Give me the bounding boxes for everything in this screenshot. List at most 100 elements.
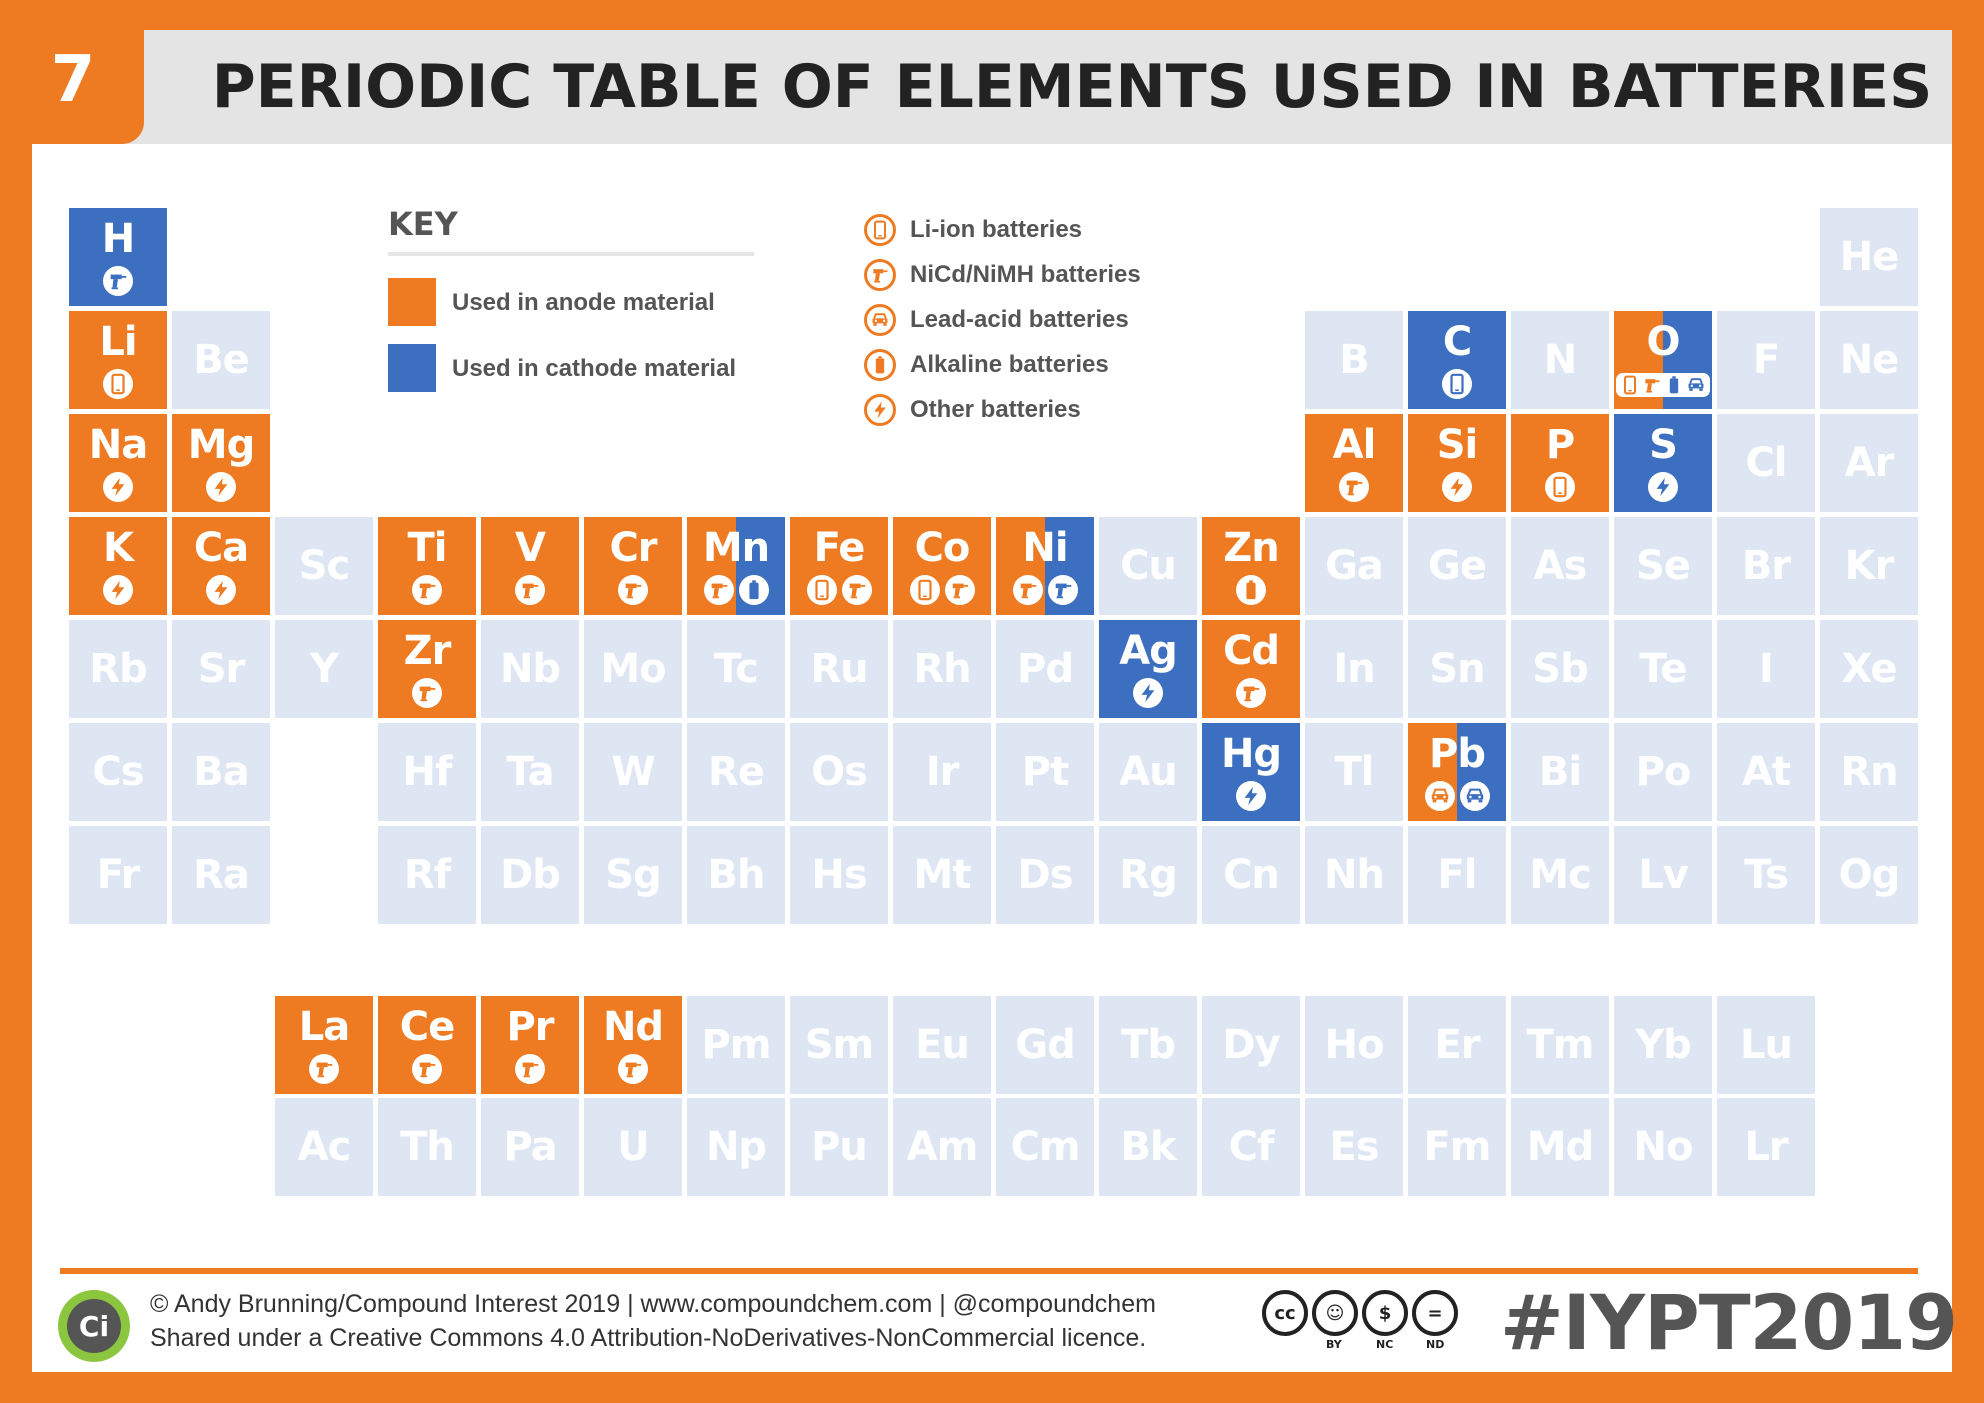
cc-badge: $ NC (1362, 1290, 1410, 1356)
element-symbol: Pb (1429, 731, 1486, 777)
phone-icon (1620, 375, 1640, 395)
title-bar: PERIODIC TABLE OF ELEMENTS USED IN BATTE… (32, 30, 1952, 144)
bolt-icon (1442, 472, 1472, 502)
element-ag: Ag (1099, 620, 1197, 718)
element-be: Be (172, 311, 270, 409)
element-ts: Ts (1717, 826, 1815, 924)
element-au: Au (1099, 723, 1197, 821)
element-symbol: Mo (600, 646, 666, 692)
element-f: F (1717, 311, 1815, 409)
cc-badge-glyph: ☺ (1312, 1290, 1358, 1336)
element-symbol: Si (1436, 422, 1479, 468)
element-symbol: Nh (1324, 852, 1385, 898)
element-symbol: Hs (811, 852, 867, 898)
cathode-key-label: Used in cathode material (452, 355, 737, 382)
element-pb: Pb (1408, 723, 1506, 821)
element-symbol: Lu (1740, 1022, 1793, 1068)
element-symbol: Eu (915, 1022, 970, 1068)
legend-item: Alkaline batteries (864, 347, 1109, 383)
element-symbol: Y (310, 646, 339, 692)
element-ce: Ce (378, 996, 476, 1094)
element-ge: Ge (1408, 517, 1506, 615)
element-ac: Ac (275, 1098, 373, 1196)
element-rg: Rg (1099, 826, 1197, 924)
legend-label: Li-ion batteries (910, 216, 1083, 243)
element-sr: Sr (172, 620, 270, 718)
element-cn: Cn (1202, 826, 1300, 924)
cc-badge-caption: BY (1326, 1338, 1342, 1351)
element-lv: Lv (1614, 826, 1712, 924)
element-br: Br (1717, 517, 1815, 615)
element-ta: Ta (481, 723, 579, 821)
element-symbol: Ts (1744, 852, 1789, 898)
bolt-icon (1236, 781, 1266, 811)
element-symbol: Cd (1223, 628, 1280, 674)
drill-icon (944, 575, 975, 605)
phone-icon (103, 369, 133, 399)
element-md: Md (1511, 1098, 1609, 1196)
element-xe: Xe (1820, 620, 1918, 718)
element-symbol: Pm (701, 1022, 772, 1068)
element-w: W (584, 723, 682, 821)
element-symbol: Ir (925, 749, 960, 795)
element-symbol: Fe (813, 525, 866, 571)
drill-icon (412, 575, 442, 605)
element-symbol: Br (1741, 543, 1791, 589)
element-symbol: Am (906, 1124, 979, 1170)
element-na: Na (69, 414, 167, 512)
element-symbol: N (1543, 337, 1577, 383)
footer-divider (60, 1268, 1918, 1274)
element-symbol: Ne (1839, 337, 1900, 383)
key-divider (388, 252, 754, 256)
element-symbol: Ba (193, 749, 249, 795)
element-symbol: Fl (1437, 852, 1477, 898)
element-li: Li (69, 311, 167, 409)
element-pa: Pa (481, 1098, 579, 1196)
element-symbol: Re (708, 749, 765, 795)
element-symbol: Te (1639, 646, 1687, 692)
element-hf: Hf (378, 723, 476, 821)
element-symbol: As (1533, 543, 1588, 589)
element-se: Se (1614, 517, 1712, 615)
page-title: PERIODIC TABLE OF ELEMENTS USED IN BATTE… (211, 52, 1933, 122)
phone-icon (1442, 369, 1472, 399)
element-no: No (1614, 1098, 1712, 1196)
element-symbol: Cl (1745, 440, 1787, 486)
element-symbol: Bi (1538, 749, 1582, 795)
element-symbol: C (1442, 319, 1472, 365)
element-cr: Cr (584, 517, 682, 615)
drill-icon (1642, 375, 1662, 395)
key-title: KEY (388, 205, 458, 243)
element-k: K (69, 517, 167, 615)
element-symbol: Kr (1844, 543, 1895, 589)
element-rh: Rh (893, 620, 991, 718)
element-symbol: Md (1526, 1124, 1594, 1170)
bolt-icon (206, 575, 236, 605)
battery-icon (1236, 575, 1266, 605)
element-zn: Zn (1202, 517, 1300, 615)
element-la: La (275, 996, 373, 1094)
element-symbol: Sn (1429, 646, 1485, 692)
drill-icon (703, 575, 734, 605)
element-og: Og (1820, 826, 1918, 924)
element-ru: Ru (790, 620, 888, 718)
element-symbol: Sc (298, 543, 351, 589)
element-mg: Mg (172, 414, 270, 512)
element-symbol: Db (500, 852, 561, 898)
licence-line: Shared under a Creative Commons 4.0 Attr… (150, 1324, 1147, 1352)
element-fe: Fe (790, 517, 888, 615)
element-ti: Ti (378, 517, 476, 615)
element-symbol: Ca (193, 525, 249, 571)
element-symbol: Cu (1120, 543, 1177, 589)
element-c: C (1408, 311, 1506, 409)
element-bi: Bi (1511, 723, 1609, 821)
element-mc: Mc (1511, 826, 1609, 924)
element-fm: Fm (1408, 1098, 1506, 1196)
element-ho: Ho (1305, 996, 1403, 1094)
element-ni: Ni (996, 517, 1094, 615)
legend-item: NiCd/NiMH batteries (864, 257, 1141, 293)
element-symbol: Gd (1015, 1022, 1075, 1068)
element-mn: Mn (687, 517, 785, 615)
element-symbol: Ra (193, 852, 250, 898)
element-symbol: Sr (197, 646, 246, 692)
